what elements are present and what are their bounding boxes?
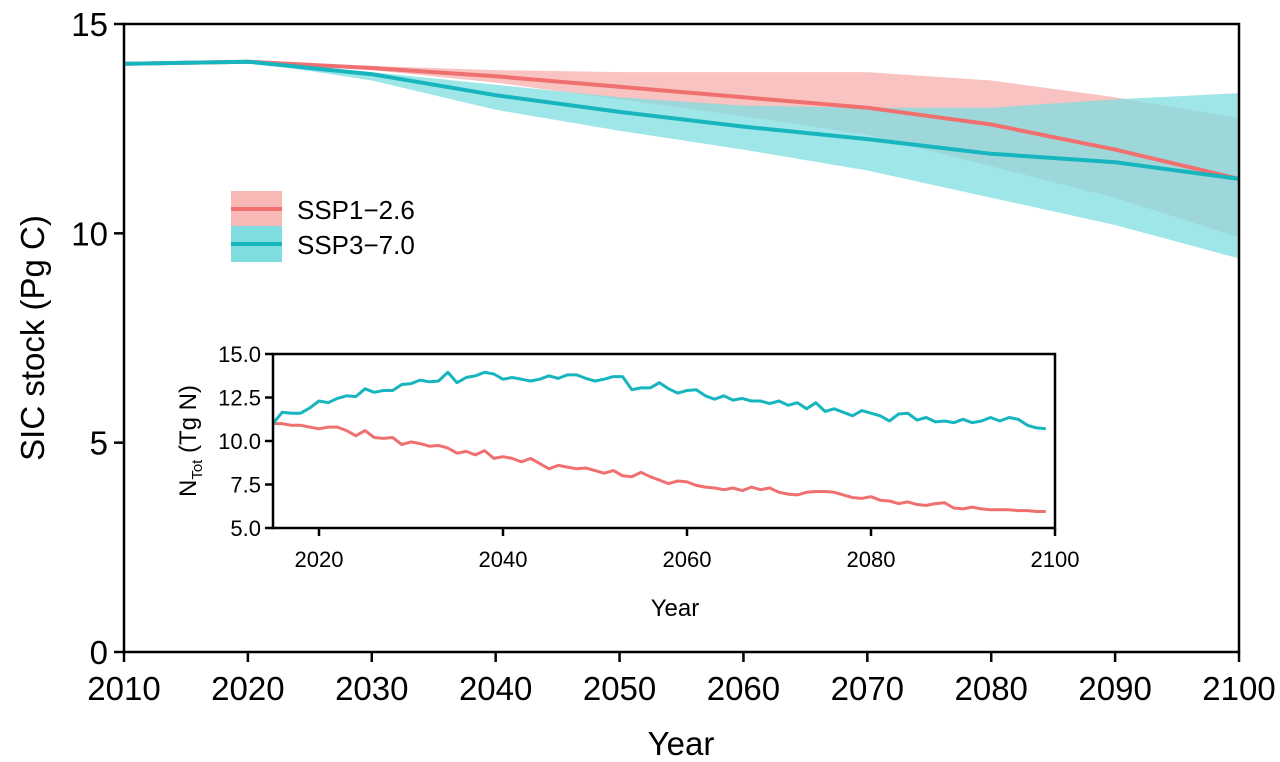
line-ssp126 xyxy=(123,59,1240,181)
main-y-tick-label: 0 xyxy=(90,634,108,671)
main-x-tick-label: 2050 xyxy=(583,670,656,707)
inset-x-tick-label: 2060 xyxy=(663,547,712,572)
main-x-tick-label: 2080 xyxy=(955,670,1028,707)
main-y-tick-label: 5 xyxy=(90,425,108,462)
main-plot-frame xyxy=(122,22,1241,654)
inset-x-tick-label: 2020 xyxy=(295,547,344,572)
main-x-axis: 2010 2020 2030 2040 2050 2060 2070 2080 2090 2100 xyxy=(87,652,1276,707)
inset-x-tick-label: 2040 xyxy=(479,547,528,572)
main-x-tick-label: 2020 xyxy=(211,670,284,707)
inset-line-ssp370 xyxy=(271,370,1046,431)
inset-series-lines xyxy=(271,370,1046,513)
main-x-tick-label: 2100 xyxy=(1202,670,1275,707)
legend: SSP1−2.6 SSP3−7.0 xyxy=(231,191,415,262)
main-series-lines xyxy=(123,59,1240,181)
inset-y-axis-label: NTot (Tg N) xyxy=(175,385,206,497)
inset-y-tick-label: 12.5 xyxy=(218,386,261,411)
inset-y-label-space xyxy=(175,453,202,460)
legend-ssp370-label: SSP3−7.0 xyxy=(297,230,415,260)
inset-x-tick-label: 2100 xyxy=(1031,547,1080,572)
inset-x-tick-label: 2080 xyxy=(847,547,896,572)
inset-x-axis-label: Year xyxy=(651,595,700,622)
inset-y-label-sub: Tot xyxy=(189,459,206,480)
inset-y-tick-label: 10.0 xyxy=(218,429,261,454)
main-y-axis-label: SIC stock (Pg C) xyxy=(14,215,51,461)
main-uncertainty-bands xyxy=(124,61,1239,259)
legend-ssp126-label: SSP1−2.6 xyxy=(297,195,415,225)
main-x-tick-label: 2090 xyxy=(1078,670,1151,707)
inset-chart: 2020 2040 2060 2080 2100 5.07.510.012.515.0 … xyxy=(175,342,1079,622)
main-x-axis-label: Year xyxy=(648,725,715,762)
inset-y-label-main: N xyxy=(175,480,202,497)
main-x-tick-label: 2060 xyxy=(707,670,780,707)
main-y-tick-label: 10 xyxy=(71,215,108,252)
line-ssp370 xyxy=(123,59,1240,181)
main-x-tick-label: 2070 xyxy=(831,670,904,707)
inset-line-ssp126 xyxy=(273,422,1046,513)
inset-y-tick-label: 5.0 xyxy=(230,516,261,541)
inset-y-axis: 5.0 7.5 10.0 12.5 15.0 xyxy=(218,342,273,541)
main-y-tick-label: 15 xyxy=(71,6,108,43)
inset-y-tick-label: 15.0 xyxy=(218,342,261,367)
inset-y-tick-label: 7.5 xyxy=(230,473,261,498)
main-x-tick-label: 2030 xyxy=(335,670,408,707)
main-y-axis: 0 5 10 15 xyxy=(71,6,124,671)
main-x-tick-label: 2040 xyxy=(459,670,532,707)
band-ssp126 xyxy=(124,61,1239,238)
inset-x-axis: 2020 2040 2060 2080 2100 xyxy=(295,528,1080,572)
band-ssp370 xyxy=(124,61,1239,259)
main-x-tick-label: 2010 xyxy=(87,670,160,707)
inset-y-label-unit: (Tg N) xyxy=(175,385,202,453)
